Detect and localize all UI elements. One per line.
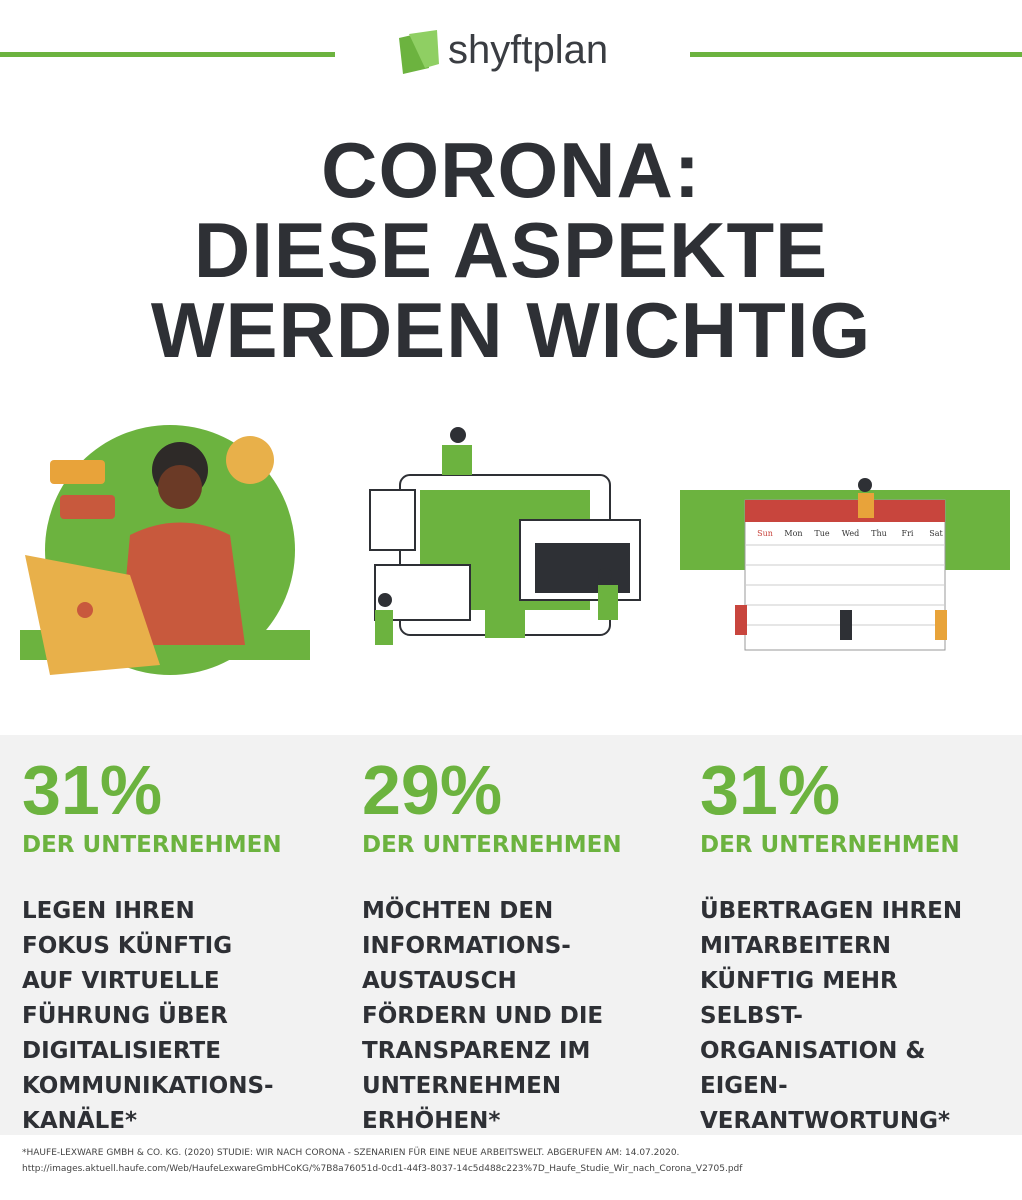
- stat-text-line: FÜHRUNG ÜBER: [22, 1003, 228, 1029]
- footnote-line: *HAUFE-LEXWARE GMBH & CO. KG. (2020) STU…: [22, 1148, 680, 1158]
- weekday: Sun: [757, 529, 773, 538]
- stat-column: 29% DER UNTERNEHMEN MÖCHTEN DEN INFORMATION…: [362, 750, 692, 1139]
- stat-label: DER UNTERNEHMEN: [22, 832, 282, 858]
- logo-icon: [399, 30, 439, 74]
- weekday: Mon: [784, 529, 802, 538]
- header-rule: [690, 52, 1022, 57]
- stat-text: ÜBERTRAGEN IHREN MITARBEITERN KÜNFTIG MEHR…: [700, 894, 1022, 1139]
- stat-text-line: KÜNFTIG MEHR: [700, 968, 898, 994]
- weekday: Fri: [902, 529, 914, 538]
- stat-text-line: EIGEN-: [700, 1073, 788, 1099]
- weekday: Thu: [871, 529, 887, 538]
- stat-text-line: FÖRDERN UND DIE: [362, 1003, 604, 1029]
- stat-label: DER UNTERNEHMEN: [700, 832, 960, 858]
- stat-text-line: VERANTWORTUNG*: [700, 1108, 951, 1134]
- stat-text-line: INFORMATIONS-: [362, 933, 571, 959]
- stat-text-line: KANÄLE*: [22, 1108, 138, 1134]
- stat-value: 29%: [362, 751, 503, 829]
- weekday: Tue: [814, 529, 829, 538]
- logo: shyftplan: [448, 28, 609, 72]
- stats-panel: [0, 735, 1022, 1135]
- stat-text-line: MÖCHTEN DEN: [362, 898, 554, 924]
- stat-label: DER UNTERNEHMEN: [362, 832, 622, 858]
- title-line: CORONA:: [321, 126, 701, 214]
- footnote-line: http://images.aktuell.haufe.com/Web/Hauf…: [22, 1164, 743, 1174]
- title-line: DIESE ASPEKTE: [193, 206, 829, 294]
- stat-column: 31% DER UNTERNEHMEN ÜBERTRAGEN IHREN MITARB…: [700, 750, 1022, 1139]
- illustration-call: [20, 425, 310, 675]
- stat-text: LEGEN IHREN FOKUS KÜNFTIG AUF VIRTUELLE FÜH…: [22, 894, 352, 1139]
- stat-text-line: FOKUS KÜNFTIG: [22, 933, 233, 959]
- stat-text-line: TRANSPARENZ IM: [362, 1038, 591, 1064]
- stat-text-line: ERHÖHEN*: [362, 1108, 501, 1134]
- stat-text-line: LEGEN IHREN: [22, 898, 195, 924]
- title-line: WERDEN WICHTIG: [150, 286, 872, 374]
- weekday: Wed: [842, 529, 859, 538]
- stat-value: 31%: [700, 751, 841, 829]
- stat-text-line: KOMMUNIKATIONS-: [22, 1073, 274, 1099]
- header-rule: [0, 52, 335, 57]
- footnote: *HAUFE-LEXWARE GMBH & CO. KG. (2020) STU…: [22, 1145, 742, 1177]
- stat-text-line: UNTERNEHMEN: [362, 1073, 562, 1099]
- weekday: Sat: [929, 529, 943, 538]
- stat-text-line: AUSTAUSCH: [362, 968, 517, 994]
- illustration-screens: [369, 427, 641, 645]
- stat-text-line: SELBST-: [700, 1003, 803, 1029]
- stat-value: 31%: [22, 751, 163, 829]
- stat-text-line: MITARBEITERN: [700, 933, 892, 959]
- stat-text-line: ÜBERTRAGEN IHREN: [700, 898, 963, 924]
- stat-text-line: DIGITALISIERTE: [22, 1038, 221, 1064]
- title: CORONA: DIESE ASPEKTE WERDEN WICHTIG: [0, 130, 1022, 370]
- stat-text: MÖCHTEN DEN INFORMATIONS- AUSTAUSCH FÖRDERN…: [362, 894, 692, 1139]
- stat-text-line: AUF VIRTUELLE: [22, 968, 220, 994]
- stat-column: 31% DER UNTERNEHMEN LEGEN IHREN FOKUS KÜNFT…: [22, 750, 352, 1139]
- illustration-calendar: Sun Mon Tue Wed Thu Fri Sat: [680, 478, 1010, 651]
- stat-text-line: ORGANISATION &: [700, 1038, 926, 1064]
